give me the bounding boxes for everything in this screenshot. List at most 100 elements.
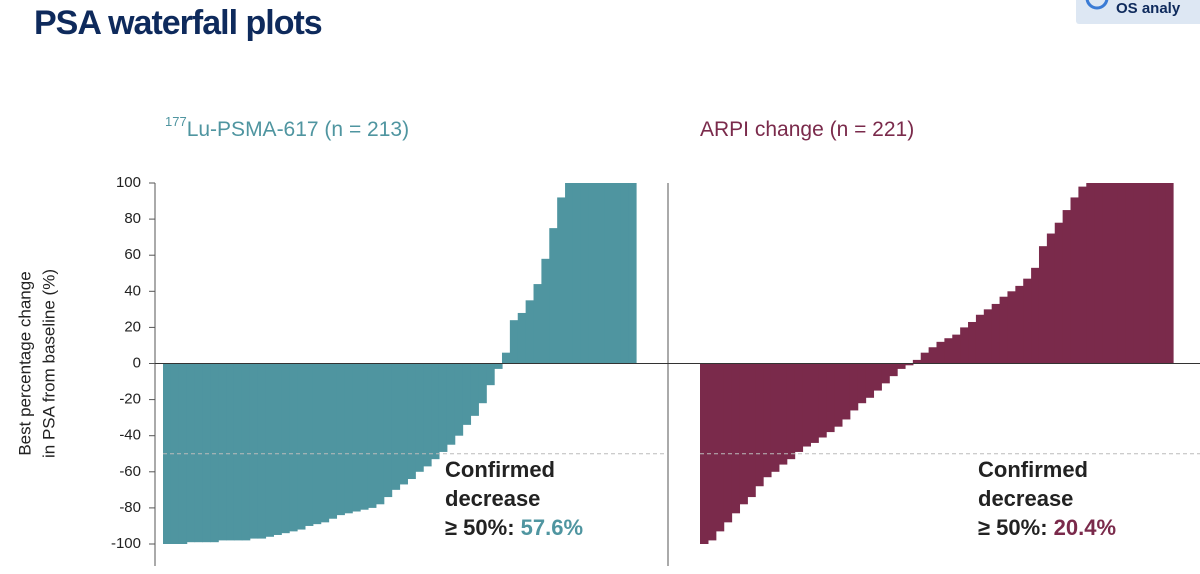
bar [265,363,274,537]
bar [541,258,550,364]
bar [399,363,408,485]
bar [202,363,211,543]
bar [509,320,519,364]
bar [1023,278,1032,364]
bar [1015,285,1024,364]
bar [928,347,938,364]
annotation: Confirmed [978,457,1088,482]
bar [352,363,361,512]
bar [549,228,558,364]
bar [501,352,511,364]
bar [841,363,851,420]
annotation: decrease [445,486,540,511]
annotation: ≥ 50%: 20.4% [978,515,1116,540]
bar [486,363,495,386]
bar [423,363,432,467]
bar [818,363,827,438]
bar [1086,183,1095,364]
bar [881,363,890,384]
bar [407,363,416,480]
title-superscript: 177 [165,114,187,129]
bar [281,363,290,534]
bar [297,363,306,530]
panel-title: ARPI change (n = 221) [700,118,914,141]
bar [375,363,385,505]
bar [826,363,835,433]
bar [336,363,345,516]
bar [1157,183,1166,364]
bar [360,363,369,510]
bar [1117,183,1127,364]
y-tick-label: 100 [116,174,141,191]
annotation: ≥ 50%: 57.6% [445,515,583,540]
bar [218,363,227,541]
bar [249,363,259,539]
bar [715,363,725,532]
panel-title: 177Lu-PSMA-617 (n = 213) [165,114,409,140]
annotation-text: decrease [445,486,540,511]
bar [328,363,338,519]
bar [565,183,574,364]
bar [849,363,859,411]
bar [700,363,709,544]
bar [794,363,804,452]
bar [367,363,377,508]
bar [1149,183,1158,364]
y-tick-label: -60 [119,463,141,480]
bar [470,363,479,416]
y-axis-label: Best percentage change [15,271,34,455]
bar [912,359,922,364]
bar [991,303,1001,364]
badge-icon [1085,0,1109,10]
bar [170,363,180,544]
bar [1165,183,1174,364]
bar [233,363,243,541]
bar [1125,183,1135,364]
bar [1054,222,1064,364]
bar [810,363,819,443]
bar [1038,246,1048,364]
title-text: Lu-PSMA-617 (n = 213) [187,118,409,141]
bar [865,363,875,398]
bar [1070,197,1079,364]
bar [778,363,788,465]
bar [897,363,906,369]
annotation-value: 57.6% [521,515,583,540]
bar [517,312,527,364]
bar [194,363,204,543]
bar [960,327,969,364]
y-tick-label: 40 [124,282,141,299]
bar [999,296,1009,364]
bar [944,338,953,364]
bar [834,363,843,427]
bar [707,363,717,541]
bar [975,314,985,364]
annotation-value: 20.4% [1054,515,1116,540]
badge-text: OS analy [1116,0,1181,17]
title-text: ARPI change (n = 221) [700,118,914,141]
bar [494,363,503,369]
bar [786,363,796,460]
bar [1031,267,1040,364]
y-tick-label: 20 [124,318,141,335]
bar [1141,183,1150,364]
bar [186,363,196,543]
bar [454,363,464,436]
bar [983,309,993,364]
bar [857,363,867,404]
bar [1094,183,1103,364]
bar [731,363,741,514]
bar [588,183,598,364]
y-tick-label: -40 [119,427,141,444]
bar [747,363,756,498]
y-axis-label: in PSA from baseline (%) [39,269,58,458]
y-tick-label: 80 [124,210,141,227]
bar [1109,183,1119,364]
bar [723,363,733,523]
bar [478,363,487,404]
bar [446,363,456,445]
bar [572,183,582,364]
y-tick-label: -80 [119,499,141,516]
bar [873,363,882,391]
